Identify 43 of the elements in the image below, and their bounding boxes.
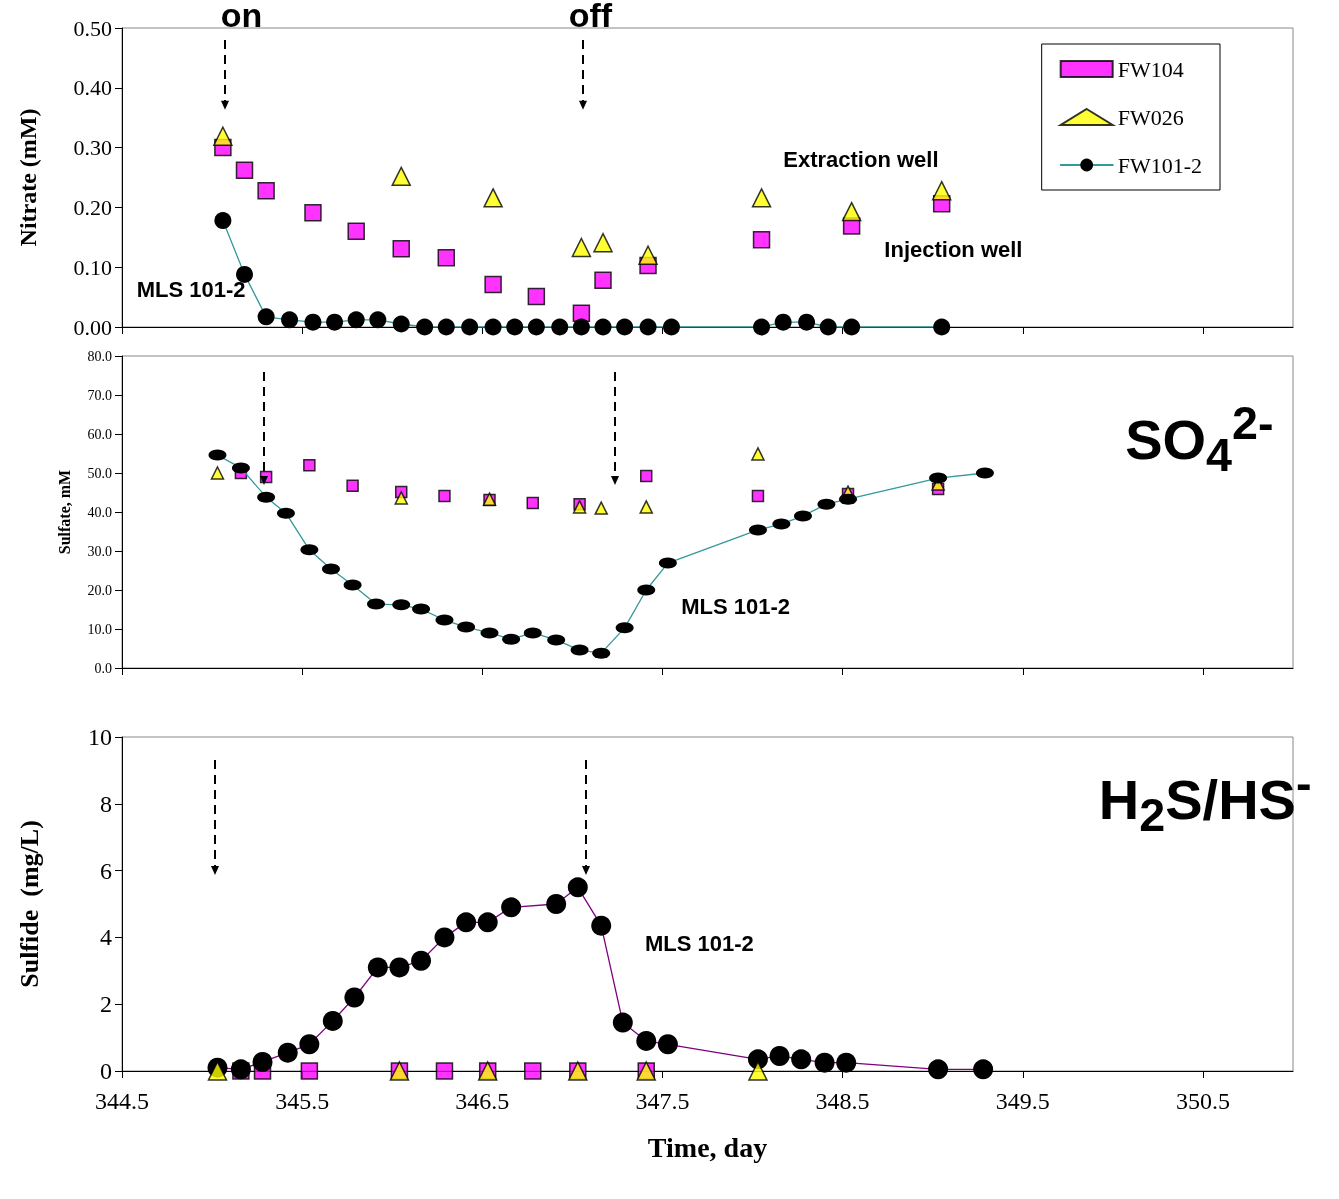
x-axis-title: Time, day xyxy=(647,1131,768,1163)
y-tick-label: 30.0 xyxy=(87,543,112,559)
y-axis-title: Nitrate (mM) xyxy=(15,108,41,247)
x-tick-label: 346.5 xyxy=(455,1088,510,1114)
annotation: MLS 101-2 xyxy=(136,276,246,302)
y-tick-label: 0.0 xyxy=(94,660,112,676)
y-tick-label: 8 xyxy=(100,790,112,817)
y-tick-label: 0 xyxy=(100,1058,112,1084)
y-tick-label: 2 xyxy=(100,991,112,1018)
y-tick-label: 50.0 xyxy=(87,465,112,481)
y-tick-label: 0.10 xyxy=(73,254,112,280)
x-tick-label: 348.5 xyxy=(815,1088,870,1114)
y-tick-label: 6 xyxy=(100,857,112,884)
y-tick-label: 40.0 xyxy=(87,504,112,520)
y-tick-label: 4 xyxy=(100,924,112,951)
y-tick-label: 0.20 xyxy=(73,194,112,220)
y-tick-label: 0.00 xyxy=(73,314,112,340)
x-tick-label: 344.5 xyxy=(95,1088,149,1114)
annotation: Extraction well xyxy=(783,147,939,173)
y-tick-label: 0.50 xyxy=(73,15,112,41)
y-tick-label: 60.0 xyxy=(87,426,112,442)
annotation: Injection well xyxy=(884,237,1023,263)
y-tick-label: 80.0 xyxy=(87,348,112,364)
annotation: on xyxy=(220,0,263,35)
annotation: MLS 101-2 xyxy=(681,593,791,619)
x-tick-label: 349.5 xyxy=(995,1088,1050,1114)
y-axis-title: Sulfate, mM xyxy=(55,469,73,555)
y-tick-label: 10 xyxy=(88,724,112,750)
x-tick-label: 347.5 xyxy=(635,1088,690,1114)
x-tick-label: 345.5 xyxy=(275,1088,330,1114)
annotation: H$_{2}$S/HS$^{-}$ xyxy=(1098,757,1312,842)
y-tick-label: 20.0 xyxy=(87,582,112,598)
y-tick-label: 0.30 xyxy=(73,135,112,161)
x-tick-label: 350.5 xyxy=(1175,1088,1230,1114)
legend-label: FW026 xyxy=(1117,104,1184,130)
y-tick-label: 10.0 xyxy=(87,621,112,637)
annotation: MLS 101-2 xyxy=(644,930,754,957)
y-tick-label: 0.40 xyxy=(73,75,112,101)
y-axis-title: Sulfide (mg/L) xyxy=(14,820,44,988)
annotation: off xyxy=(568,0,613,35)
legend-label: FW104 xyxy=(1117,56,1184,82)
legend-label: FW101-2 xyxy=(1117,152,1202,178)
y-tick-label: 70.0 xyxy=(87,387,112,403)
